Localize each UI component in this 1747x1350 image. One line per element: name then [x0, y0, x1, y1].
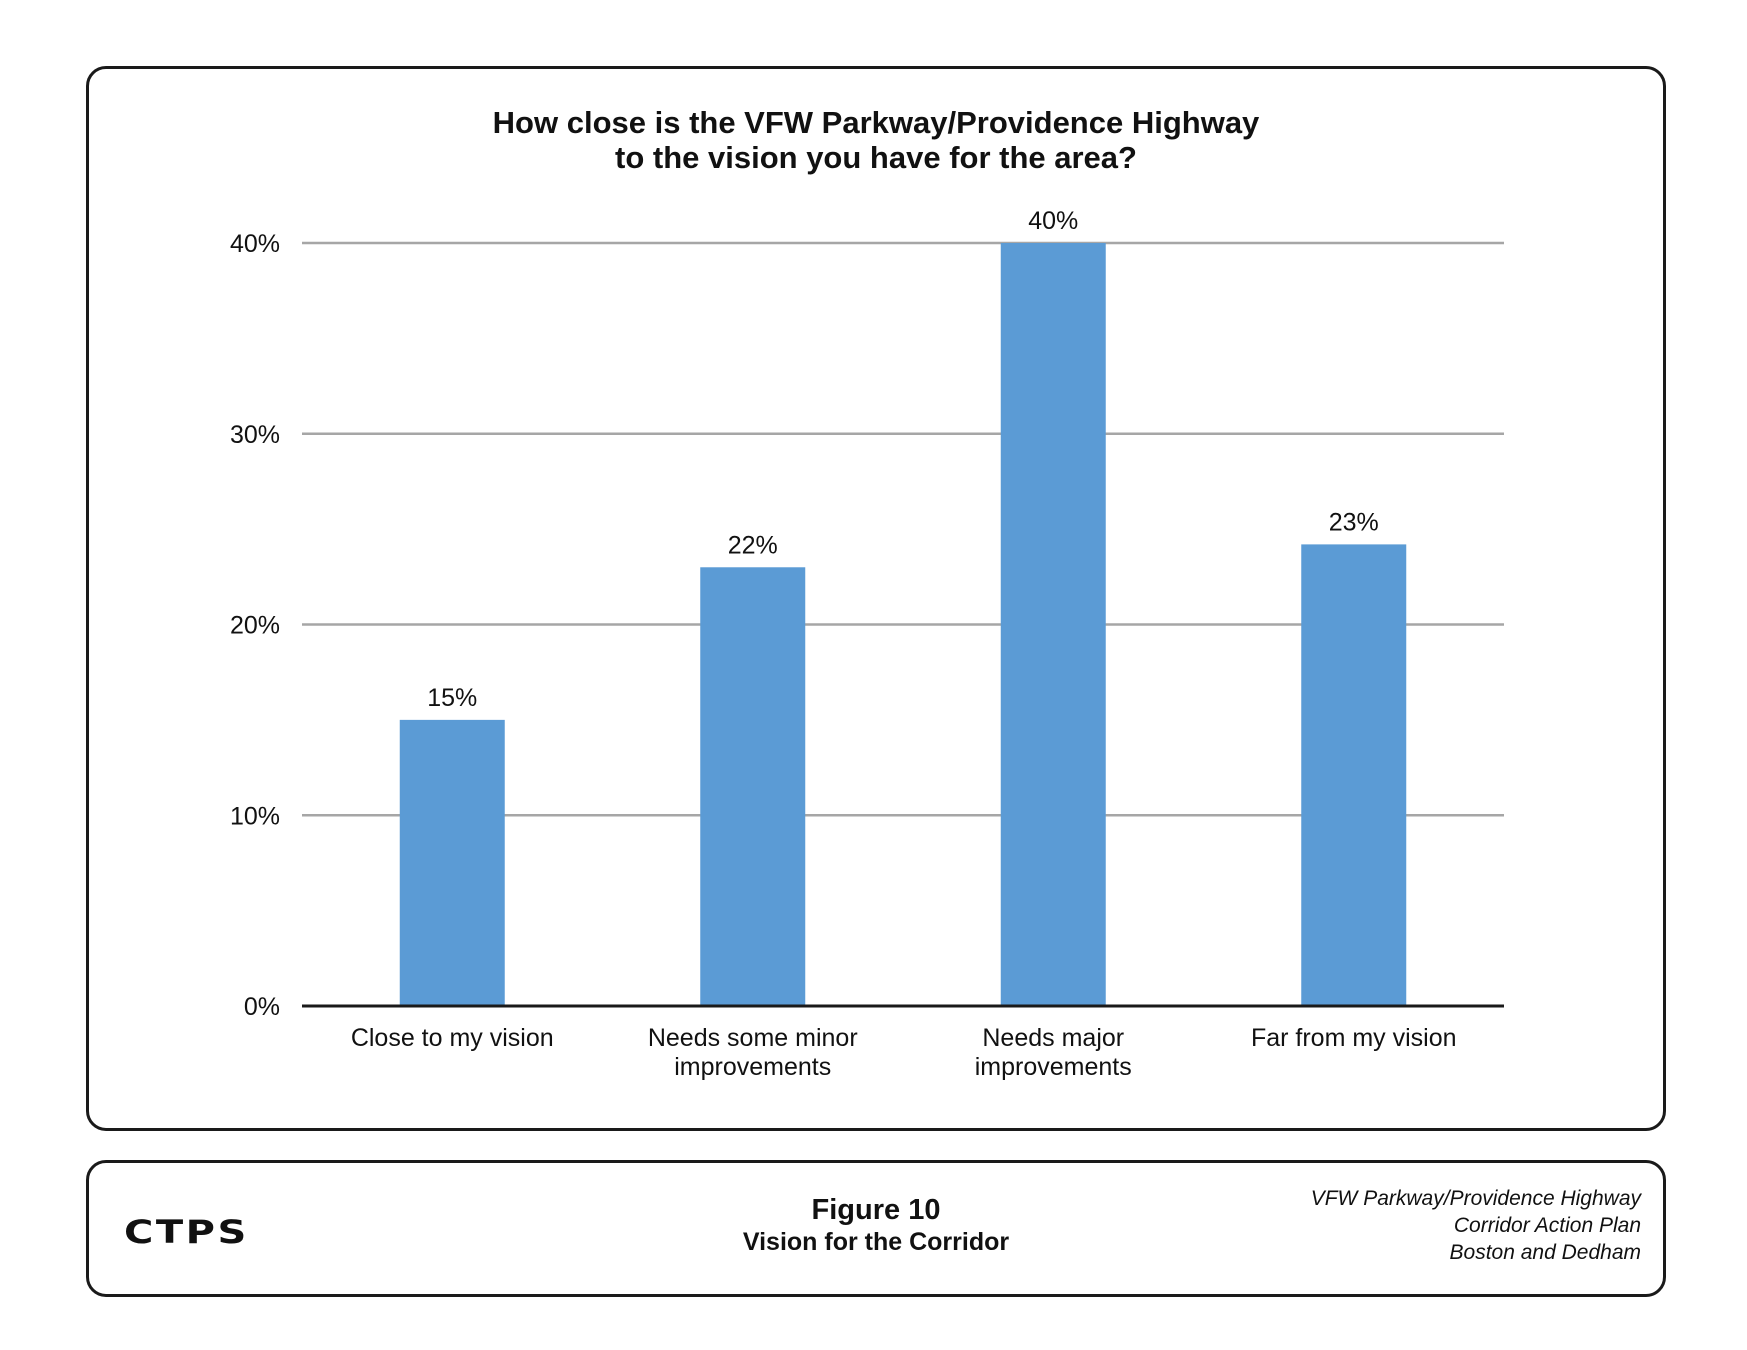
y-tick-label-30: 30%: [230, 421, 280, 449]
ctps-logo: CTPS: [124, 1213, 249, 1251]
figure-heading: Figure 10 Vision for the Corridor: [89, 1193, 1663, 1257]
y-tick-label-20: 20%: [230, 612, 280, 640]
data-label-3: 40%: [1028, 207, 1078, 235]
y-tick-label-0: 0%: [244, 993, 280, 1021]
figure-caption: Vision for the Corridor: [742, 1228, 1010, 1256]
data-label-2: 22%: [728, 531, 778, 559]
project-line-1: VFW Parkway/Providence Highway: [1310, 1187, 1641, 1210]
project-line-2: Corridor Action Plan: [1453, 1214, 1641, 1237]
project-info: VFW Parkway/Providence Highway Corridor …: [1311, 1185, 1641, 1266]
chart-title: How close is the VFW Parkway/Providence …: [89, 105, 1663, 175]
data-label-4: 23%: [1329, 508, 1379, 536]
figure-number: Figure 10: [811, 1194, 941, 1226]
bar-2: [700, 567, 806, 1006]
chart-title-line-2: to the vision you have for the area?: [615, 140, 1137, 175]
category-label-2-line-2: improvements: [674, 1053, 831, 1081]
data-label-1: 15%: [427, 684, 477, 712]
category-label-3-line-2: improvements: [975, 1053, 1132, 1081]
figure-footer: CTPS Figure 10 Vision for the Corridor V…: [86, 1160, 1666, 1297]
bar-chart: 0% 10% 20% 30% 40% 15% Close to my vision 22% Ne…: [230, 207, 1504, 1081]
bar-4: [1301, 544, 1407, 1006]
y-tick-label-40: 40%: [230, 230, 280, 258]
project-line-3: Boston and Dedham: [1449, 1241, 1641, 1264]
chart-title-line-1: How close is the VFW Parkway/Providence …: [492, 105, 1260, 140]
y-tick-label-10: 10%: [230, 802, 280, 830]
bar-1: [399, 719, 505, 1006]
chart-panel: How close is the VFW Parkway/Providence …: [86, 66, 1666, 1131]
bar-3: [1000, 243, 1106, 1006]
category-label-3-line-1: Needs major: [982, 1024, 1124, 1052]
category-label-2-line-1: Needs some minor: [648, 1024, 858, 1052]
category-label-4-line-1: Far from my vision: [1251, 1024, 1457, 1052]
category-label-1-line-1: Close to my vision: [351, 1024, 554, 1052]
